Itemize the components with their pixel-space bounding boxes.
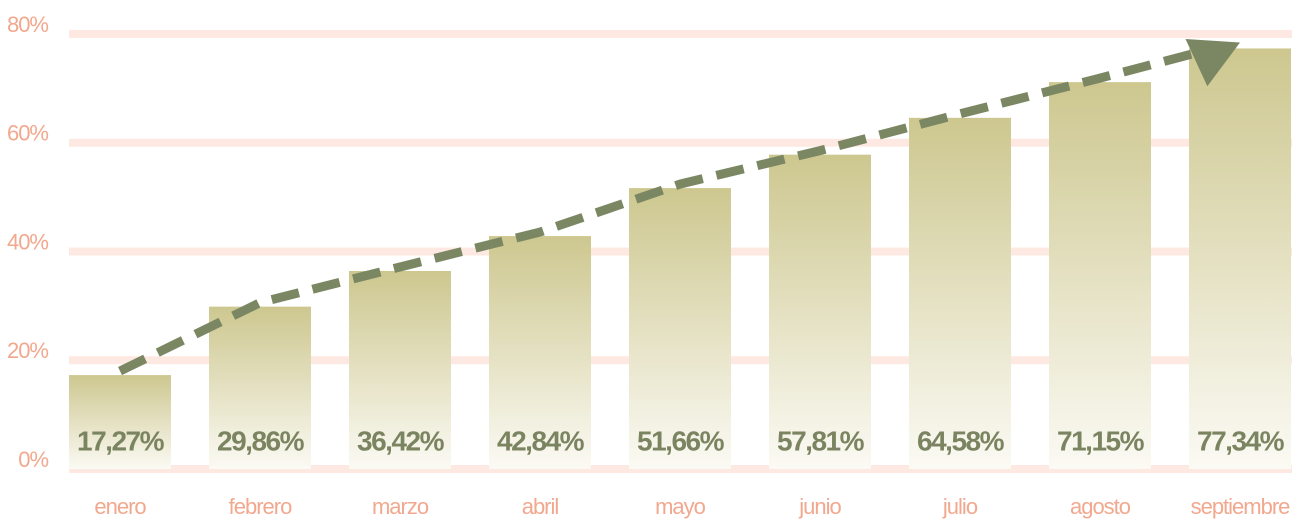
bar	[629, 188, 731, 469]
value-label: 36,42%	[357, 425, 445, 456]
bar	[349, 270, 451, 469]
value-label: 51,66%	[637, 425, 725, 456]
bar	[69, 375, 171, 469]
x-tick-label: abril	[522, 494, 559, 519]
y-tick-label: 20%	[7, 338, 48, 363]
x-tick-label: marzo	[372, 494, 429, 519]
x-tick-label: enero	[94, 494, 146, 519]
bar	[1189, 48, 1291, 470]
x-tick-label: mayo	[655, 494, 706, 519]
x-tick-label: septiembre	[1191, 494, 1291, 519]
value-label: 64,58%	[917, 425, 1005, 456]
x-tick-label: agosto	[1070, 494, 1131, 519]
value-label: 77,34%	[1197, 425, 1285, 456]
bar	[909, 117, 1011, 469]
trend-arrow-head	[1185, 39, 1240, 87]
bar	[769, 154, 871, 469]
value-label: 71,15%	[1057, 425, 1145, 456]
trend-line	[118, 48, 1197, 376]
y-tick-label: 40%	[7, 229, 48, 254]
bar	[1049, 82, 1151, 469]
bar	[209, 306, 311, 469]
y-tick-label: 0%	[18, 447, 48, 472]
value-label: 17,27%	[77, 425, 165, 456]
y-tick-label: 80%	[7, 12, 48, 37]
bar	[489, 236, 591, 469]
x-tick-label: junio	[798, 494, 841, 519]
value-label: 29,86%	[217, 425, 305, 456]
x-tick-label: febrero	[229, 494, 292, 519]
y-tick-label: 60%	[7, 121, 48, 146]
value-label: 57,81%	[777, 425, 865, 456]
value-label: 42,84%	[497, 425, 585, 456]
x-tick-label: julio	[942, 494, 978, 519]
